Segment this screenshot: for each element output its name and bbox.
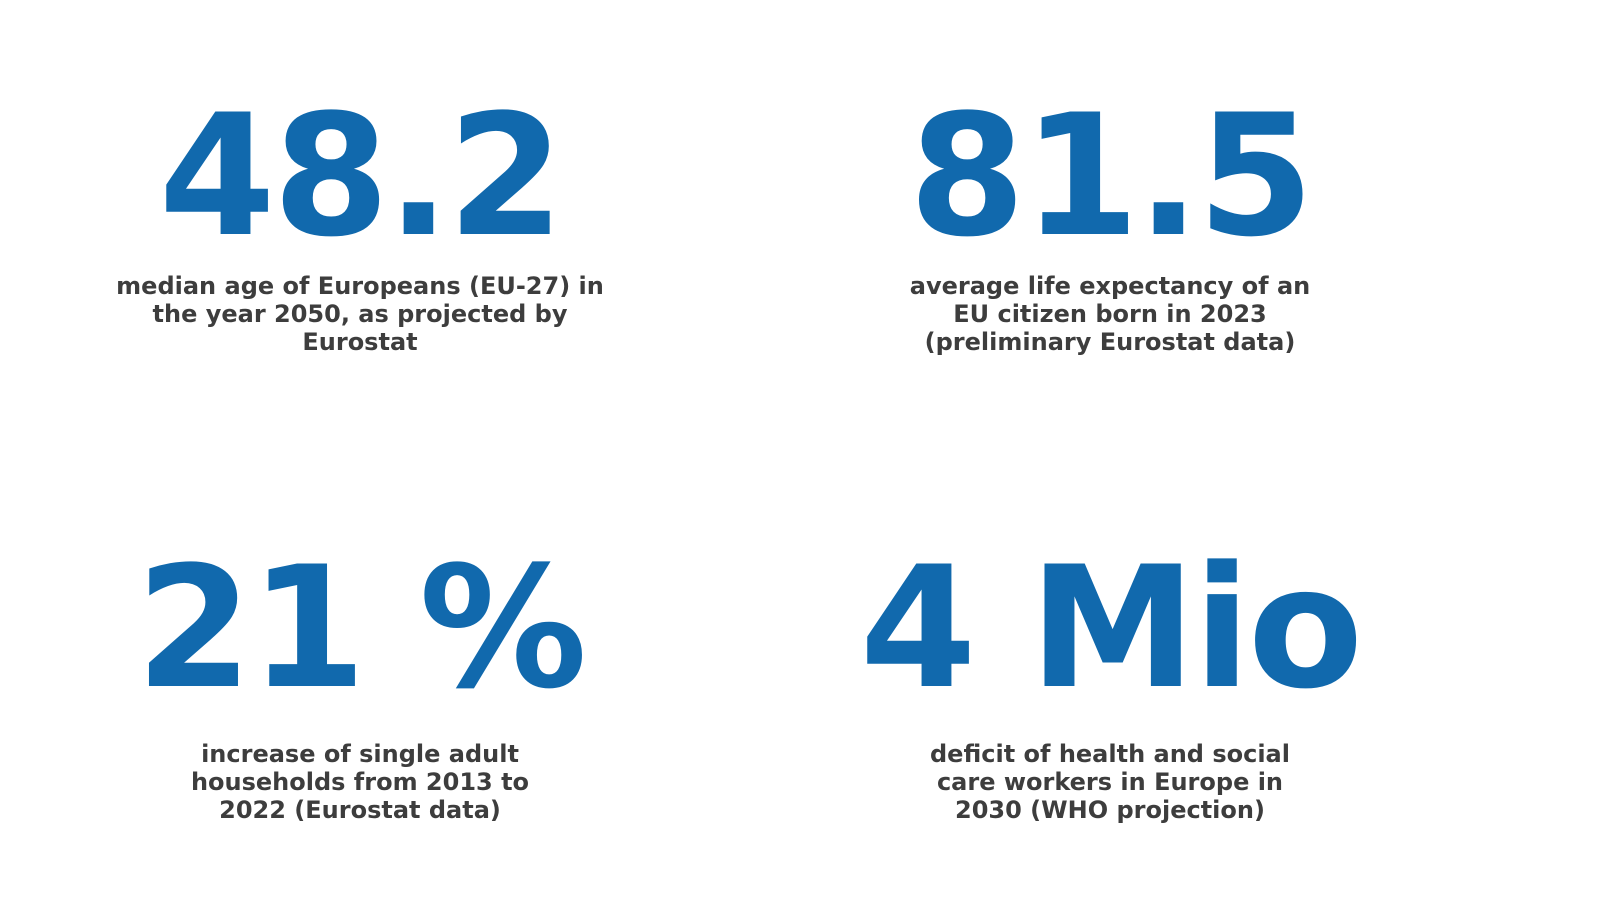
stat-value: 48.2 — [158, 78, 565, 274]
stat-median-age: 48.2 median age of Europeans (EU-27) in … — [80, 92, 640, 356]
stat-caption: median age of Europeans (EU-27) in the y… — [116, 272, 604, 356]
stat-caption: deficit of health and social care worker… — [930, 740, 1290, 824]
stat-single-households: 21 % increase of single adult households… — [80, 544, 640, 824]
stat-caption: increase of single adult households from… — [190, 740, 530, 824]
stat-value: 4 Mio — [859, 530, 1364, 726]
stat-value: 21 % — [135, 530, 588, 726]
stat-life-expectancy: 81.5 average life expectancy of an EU ci… — [830, 92, 1390, 356]
stat-value: 81.5 — [908, 78, 1315, 274]
stat-care-worker-deficit: 4 Mio deficit of health and social care … — [830, 544, 1390, 824]
stat-caption: average life expectancy of an EU citizen… — [909, 272, 1311, 356]
